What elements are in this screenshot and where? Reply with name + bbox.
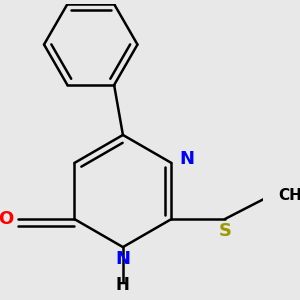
Text: H: H [116,277,130,295]
Text: S: S [218,222,231,240]
Text: CH₃: CH₃ [278,188,300,202]
Text: N: N [116,250,130,268]
Text: N: N [179,150,194,168]
Text: O: O [0,210,13,228]
